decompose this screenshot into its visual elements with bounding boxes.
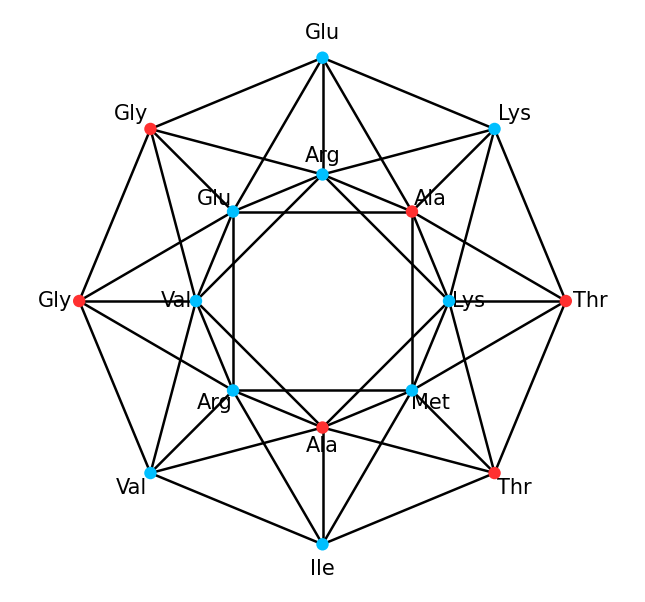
Text: Val: Val [161,291,192,311]
Point [444,296,454,306]
Text: Ala: Ala [414,190,446,209]
Text: Arg: Arg [304,146,341,166]
Point [317,170,328,179]
Point [490,124,500,134]
Point [407,386,417,396]
Point [407,206,417,216]
Text: Thr: Thr [573,291,608,311]
Text: Gly: Gly [37,291,72,311]
Text: Ile: Ile [310,559,335,579]
Text: Lys: Lys [497,104,530,125]
Text: Gly: Gly [114,104,148,125]
Point [145,468,155,478]
Point [74,296,84,306]
Point [317,539,328,549]
Point [490,468,500,478]
Point [317,423,328,432]
Point [317,53,328,63]
Point [561,296,571,306]
Text: Glu: Glu [197,190,232,209]
Point [191,296,201,306]
Point [228,206,238,216]
Point [228,386,238,396]
Point [145,124,155,134]
Text: Ala: Ala [306,436,339,456]
Text: Val: Val [115,477,146,498]
Text: Glu: Glu [305,23,340,43]
Text: Arg: Arg [197,393,233,412]
Text: Lys: Lys [452,291,485,311]
Text: Met: Met [411,393,450,412]
Text: Thr: Thr [497,477,531,498]
